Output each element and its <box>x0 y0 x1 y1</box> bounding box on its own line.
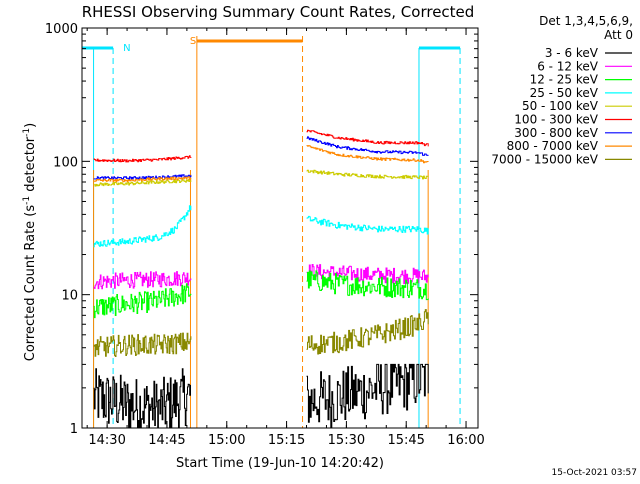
legend-label-1: 6 - 12 keV <box>537 59 599 73</box>
night-label: N <box>123 43 130 54</box>
series-line-6-seg-1 <box>306 136 429 156</box>
plot-frame <box>81 27 479 429</box>
series-line-3-seg-0 <box>93 205 192 248</box>
series-line-1-seg-0 <box>93 271 192 290</box>
axes: 14:30 14:45 15:00 15:15 15:30 15:45 16:00 1 10 10… <box>45 22 485 448</box>
legend-label-7: 800 - 7000 keV <box>507 139 599 153</box>
legend-header-detectors: Det 1,3,4,5,6,9, <box>539 14 633 28</box>
y-tick-label-3: 1000 <box>45 22 78 37</box>
series-line-8-seg-0 <box>93 332 192 357</box>
series-line-4-seg-0 <box>93 178 192 187</box>
legend-label-8: 7000 - 15000 keV <box>491 152 598 166</box>
series-line-4-seg-1 <box>306 169 429 180</box>
legend-header-attenuator: Att 0 <box>604 28 633 42</box>
plot-area: NS <box>82 36 461 429</box>
series-line-0-seg-0 <box>93 368 191 429</box>
y-tick-label-1: 10 <box>61 289 78 304</box>
x-tick-label-5: 15:45 <box>387 433 424 448</box>
x-tick-label-1: 14:45 <box>148 433 185 448</box>
x-tick-label-3: 15:15 <box>268 433 305 448</box>
x-tick-label-0: 14:30 <box>88 433 125 448</box>
x-axis-label: Start Time (19-Jun-10 14:20:42) <box>176 456 384 471</box>
chart-title: RHESSI Observing Summary Count Rates, Co… <box>82 3 475 21</box>
legend-label-0: 3 - 6 keV <box>545 46 599 60</box>
x-tick-label-4: 15:30 <box>328 433 365 448</box>
series-line-7-seg-1 <box>306 145 429 164</box>
series-line-1-seg-1 <box>306 264 429 285</box>
legend-label-5: 100 - 300 keV <box>514 113 598 127</box>
y-tick-label-0: 1 <box>70 422 78 437</box>
series-line-0-seg-1 <box>306 363 429 428</box>
series-line-3-seg-1 <box>306 215 429 235</box>
legend-label-6: 300 - 800 keV <box>514 126 598 140</box>
series-line-2-seg-0 <box>93 283 192 319</box>
series-line-5-seg-1 <box>306 129 429 147</box>
series-line-8-seg-1 <box>306 309 429 355</box>
series-line-2-seg-1 <box>306 270 429 301</box>
footer-timestamp: 15-Oct-2021 03:57 <box>552 468 637 478</box>
legend-label-3: 25 - 50 keV <box>530 86 599 100</box>
x-tick-label-2: 15:00 <box>208 433 245 448</box>
series-line-5-seg-0 <box>93 155 192 163</box>
series-line-7-seg-0 <box>93 176 192 183</box>
y-tick-label-2: 100 <box>53 155 78 170</box>
x-tick-label-6: 16:00 <box>447 433 484 448</box>
legend-label-4: 50 - 100 keV <box>522 99 599 113</box>
legend-label-2: 12 - 25 keV <box>530 73 599 87</box>
saa-label: S <box>190 36 196 47</box>
y-axis-label: Corrected Count Rate (s-1 detector-1) <box>22 123 38 361</box>
series-line-6-seg-0 <box>93 174 192 180</box>
